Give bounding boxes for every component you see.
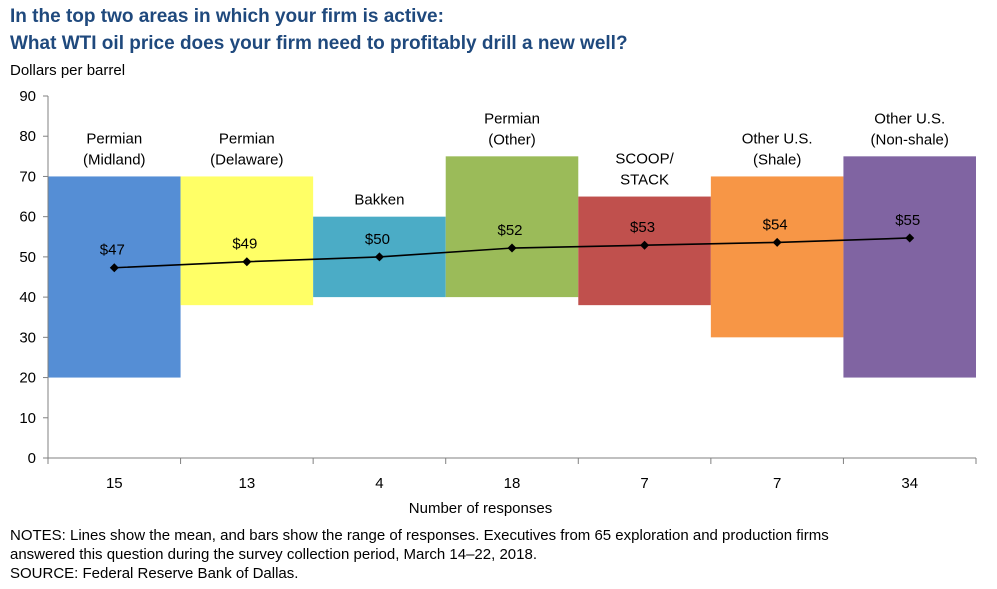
mean-value-label: $53: [630, 219, 655, 236]
response-count-label: 7: [640, 475, 648, 492]
mean-marker: [905, 233, 915, 243]
mean-value-label: $49: [232, 236, 257, 253]
mean-marker: [772, 237, 782, 247]
y-tick-label: 40: [19, 289, 36, 306]
range-bar-4: [445, 156, 579, 298]
y-tick-label: 20: [19, 370, 36, 387]
source-line: SOURCE: Federal Reserve Bank of Dallas.: [10, 565, 299, 582]
category-label: Permian: [484, 110, 540, 127]
range-bar-2: [180, 176, 314, 306]
y-tick-label: 30: [19, 329, 36, 346]
response-count-label: 18: [504, 475, 521, 492]
y-tick-label: 0: [28, 450, 36, 467]
notes-line-1: NOTES: Lines show the mean, and bars sho…: [10, 527, 829, 544]
mean-value-label: $47: [100, 242, 125, 259]
y-tick-label: 80: [19, 128, 36, 145]
range-bar-chart: 0 10 20 30 40 50 60 70 80 90 Permian (Midland) 15 Per…: [19, 88, 977, 492]
category-label: (Delaware): [210, 151, 283, 168]
notes-line-2: answered this question during the survey…: [10, 546, 537, 563]
category-label: (Midland): [83, 151, 146, 168]
mean-marker: [507, 243, 517, 253]
response-count-label: 13: [239, 475, 256, 492]
category-label: (Shale): [753, 151, 801, 168]
range-bar-6: [710, 176, 844, 338]
mean-value-label: $55: [895, 212, 920, 229]
response-count-label: 7: [773, 475, 781, 492]
mean-value-label: $54: [763, 216, 788, 233]
category-label: (Non-shale): [871, 131, 949, 148]
category-label: SCOOP/: [615, 151, 674, 168]
notes-block: NOTES: Lines show the mean, and bars sho…: [10, 526, 990, 583]
mean-marker: [640, 240, 650, 250]
y-tick-label: 10: [19, 410, 36, 427]
y-axis-title: Dollars per barrel: [10, 62, 126, 79]
mean-marker: [109, 263, 119, 273]
mean-marker: [374, 252, 384, 262]
category-label: Permian: [219, 130, 275, 147]
category-label: Permian: [86, 130, 142, 147]
range-bar-5: [578, 196, 711, 306]
category-label: STACK: [620, 172, 669, 189]
category-label: (Other): [488, 131, 536, 148]
mean-value-label: $50: [365, 231, 390, 248]
category-label: Bakken: [354, 192, 404, 209]
mean-marker: [242, 257, 252, 267]
y-tick-label: 90: [19, 88, 36, 105]
y-tick-label: 50: [19, 249, 36, 266]
response-count-label: 15: [106, 475, 123, 492]
response-count-label: 34: [901, 475, 918, 492]
x-axis-title: Number of responses: [408, 500, 553, 517]
response-count-label: 4: [375, 475, 383, 492]
y-tick-label: 60: [19, 209, 36, 226]
range-bar-1: [48, 176, 181, 378]
category-label: Other U.S.: [874, 110, 945, 127]
y-tick-label: 70: [19, 168, 36, 185]
chart-title-line-2: What WTI oil price does your firm need t…: [10, 33, 628, 54]
chart-title-line-1: In the top two areas in which your firm …: [10, 6, 444, 27]
range-bar-7: [843, 156, 976, 378]
mean-value-label: $52: [497, 222, 522, 239]
category-label: Other U.S.: [742, 130, 813, 147]
